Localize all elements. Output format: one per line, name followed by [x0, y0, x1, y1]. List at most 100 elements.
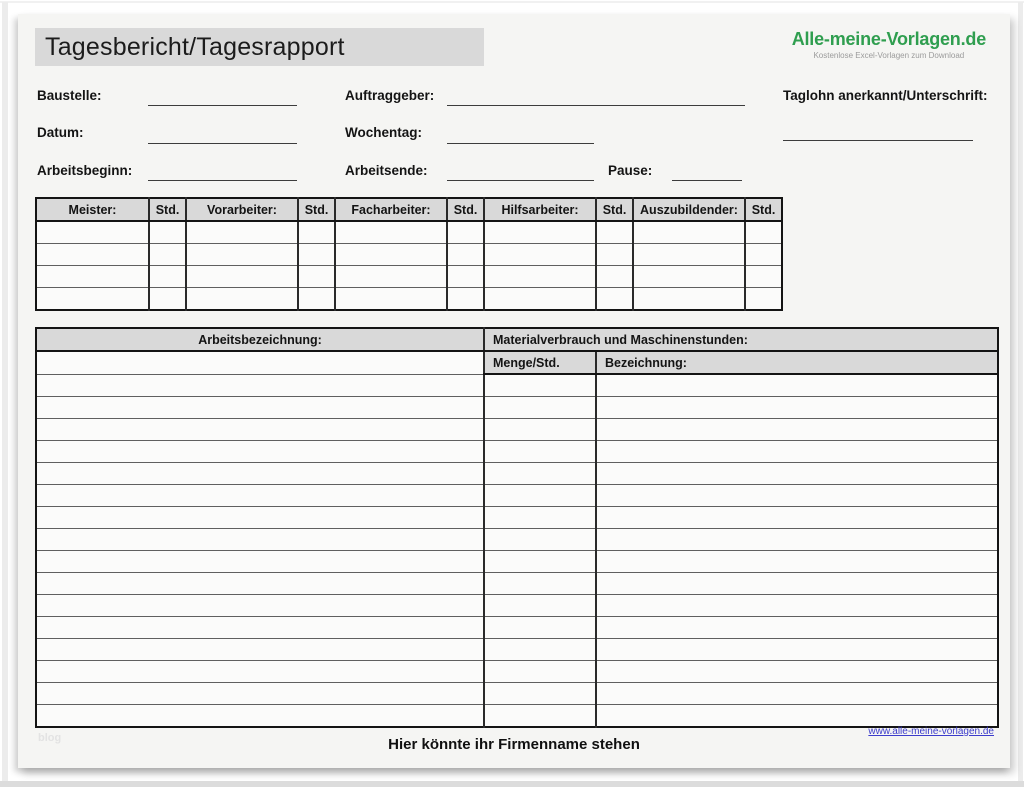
- materialverbrauch-header: Materialverbrauch und Maschinenstunden:: [482, 327, 999, 352]
- empty-row: [36, 506, 999, 529]
- empty-cell: [36, 616, 484, 639]
- empty-cell: [334, 243, 447, 266]
- empty-cell: [36, 506, 484, 529]
- empty-cell: [483, 287, 596, 310]
- empty-cell: [36, 638, 484, 661]
- empty-cell: [446, 243, 484, 266]
- empty-row: [36, 243, 782, 266]
- empty-cell: [594, 418, 999, 441]
- empty-cell: [594, 594, 999, 617]
- empty-cell: [483, 396, 596, 419]
- empty-cell: [744, 265, 782, 288]
- empty-cell: [483, 660, 596, 683]
- work-table-body: [36, 373, 999, 727]
- empty-row: [36, 682, 999, 705]
- empty-cell: [632, 265, 745, 288]
- empty-cell: [334, 265, 447, 288]
- empty-cell: [36, 396, 484, 419]
- empty-cell: [483, 265, 596, 288]
- std-header: Std.: [148, 197, 186, 222]
- empty-cell: [483, 704, 596, 727]
- empty-cell: [297, 287, 335, 310]
- empty-cell: [594, 660, 999, 683]
- datum-input-line: [148, 143, 297, 145]
- empty-cell: [594, 528, 999, 551]
- pause-label: Pause:: [608, 163, 653, 178]
- brand-logo-tagline: Kostenlose Excel-Vorlagen zum Download: [813, 51, 965, 60]
- arbeitsbeginn-label: Arbeitsbeginn:: [37, 163, 133, 178]
- brand-logo-text: Alle-meine-Vorlagen.de: [791, 29, 987, 49]
- empty-row: [36, 572, 999, 595]
- empty-cell: [36, 528, 484, 551]
- empty-cell: [594, 506, 999, 529]
- empty-cell: [185, 243, 298, 266]
- std-header: Std.: [595, 197, 633, 222]
- website-link[interactable]: www.alle-meine-vorlagen.de: [868, 726, 994, 737]
- empty-cell: [297, 243, 335, 266]
- arbeitsende-input-line: [447, 180, 594, 182]
- empty-row: [36, 265, 782, 288]
- empty-cell: [185, 220, 298, 244]
- empty-row: [36, 462, 999, 485]
- empty-cell: [446, 265, 484, 288]
- empty-cell: [148, 265, 186, 288]
- empty-row: [36, 528, 999, 551]
- empty-cell: [185, 287, 298, 310]
- empty-cell: [36, 704, 484, 727]
- empty-cell: [483, 572, 596, 595]
- empty-cell: [594, 484, 999, 507]
- empty-cell: [148, 287, 186, 310]
- empty-cell: [594, 616, 999, 639]
- empty-cell: [483, 418, 596, 441]
- empty-cell: [36, 660, 484, 683]
- empty-cell: [36, 594, 484, 617]
- work-table-header-row: Arbeitsbezeichnung: Materialverbrauch un…: [36, 327, 999, 352]
- empty-cell: [36, 462, 484, 485]
- empty-cell: [744, 287, 782, 310]
- baustelle-label: Baustelle:: [37, 88, 102, 103]
- frame-bottom-divider: [0, 781, 1024, 787]
- empty-cell: [36, 550, 484, 573]
- bezeichnung-header: Bezeichnung:: [594, 350, 999, 375]
- empty-cell: [483, 550, 596, 573]
- baustelle-input-line: [148, 105, 297, 107]
- empty-row: [36, 440, 999, 463]
- empty-row: [36, 373, 999, 397]
- empty-cell: [632, 220, 745, 244]
- empty-cell: [594, 373, 999, 397]
- facharbeiter-header: Facharbeiter:: [334, 197, 447, 222]
- staff-table: Meister: Std. Vorarbeiter: Std. Facharbe…: [35, 197, 783, 311]
- empty-cell: [334, 220, 447, 244]
- empty-row: [36, 220, 782, 244]
- empty-cell: [483, 462, 596, 485]
- work-table: Arbeitsbezeichnung: Materialverbrauch un…: [35, 327, 1000, 728]
- empty-cell: [594, 638, 999, 661]
- footer-watermark: blog: [38, 732, 62, 744]
- empty-row: [36, 550, 999, 573]
- empty-row: [36, 638, 999, 661]
- empty-cell: [483, 616, 596, 639]
- std-header: Std.: [446, 197, 484, 222]
- empty-cell: [483, 638, 596, 661]
- wochentag-label: Wochentag:: [345, 125, 422, 140]
- empty-cell: [483, 682, 596, 705]
- empty-cell: [744, 220, 782, 244]
- empty-cell: [36, 243, 149, 266]
- empty-cell: [483, 440, 596, 463]
- hilfsarbeiter-header: Hilfsarbeiter:: [483, 197, 596, 222]
- empty-cell: [483, 243, 596, 266]
- frame-left-divider: [2, 2, 8, 782]
- empty-cell: [36, 287, 149, 310]
- auszubildender-header: Auszubildender:: [632, 197, 745, 222]
- auftraggeber-label: Auftraggeber:: [345, 88, 435, 103]
- empty-cell: [594, 550, 999, 573]
- empty-cell: [632, 287, 745, 310]
- staff-table-header-row: Meister: Std. Vorarbeiter: Std. Facharbe…: [36, 197, 782, 222]
- empty-cell: [483, 373, 596, 397]
- menge-std-header: Menge/Std.: [483, 350, 596, 375]
- frame-top-divider: [0, 1, 1024, 3]
- std-header: Std.: [297, 197, 335, 222]
- empty-cell: [594, 462, 999, 485]
- empty-cell: [594, 572, 999, 595]
- empty-row: [36, 418, 999, 441]
